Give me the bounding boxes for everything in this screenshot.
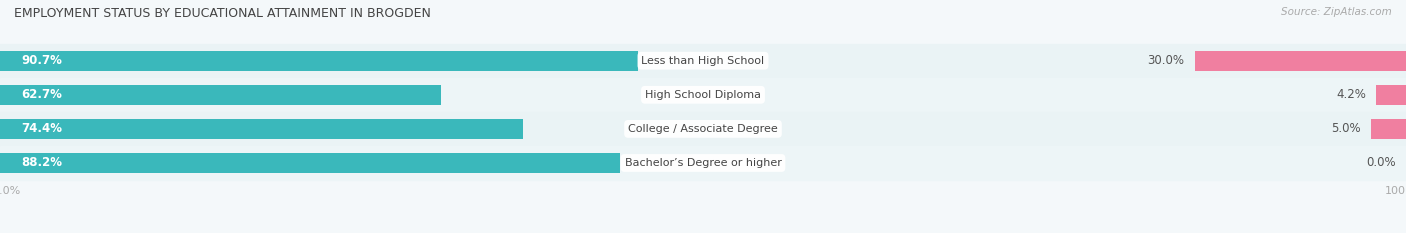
Text: 4.2%: 4.2% bbox=[1336, 88, 1367, 101]
Text: 30.0%: 30.0% bbox=[1147, 54, 1185, 67]
Text: 88.2%: 88.2% bbox=[21, 157, 62, 169]
Text: Less than High School: Less than High School bbox=[641, 56, 765, 66]
Text: College / Associate Degree: College / Associate Degree bbox=[628, 124, 778, 134]
Text: Source: ZipAtlas.com: Source: ZipAtlas.com bbox=[1281, 7, 1392, 17]
Text: 90.7%: 90.7% bbox=[21, 54, 62, 67]
Bar bbox=[0, 44, 1406, 78]
Bar bbox=[1371, 119, 1406, 139]
Bar bbox=[0, 146, 1406, 180]
Bar bbox=[0, 51, 638, 71]
Text: High School Diploma: High School Diploma bbox=[645, 90, 761, 100]
Bar bbox=[0, 119, 523, 139]
Bar bbox=[0, 85, 441, 105]
Text: 62.7%: 62.7% bbox=[21, 88, 62, 101]
Text: Bachelor’s Degree or higher: Bachelor’s Degree or higher bbox=[624, 158, 782, 168]
Text: 74.4%: 74.4% bbox=[21, 122, 62, 135]
Text: 0.0%: 0.0% bbox=[1365, 157, 1395, 169]
Text: EMPLOYMENT STATUS BY EDUCATIONAL ATTAINMENT IN BROGDEN: EMPLOYMENT STATUS BY EDUCATIONAL ATTAINM… bbox=[14, 7, 430, 20]
Bar bbox=[1195, 51, 1406, 71]
Bar bbox=[1376, 85, 1406, 105]
Text: 5.0%: 5.0% bbox=[1330, 122, 1361, 135]
Bar bbox=[0, 153, 620, 173]
Bar bbox=[0, 78, 1406, 112]
Bar bbox=[0, 112, 1406, 146]
